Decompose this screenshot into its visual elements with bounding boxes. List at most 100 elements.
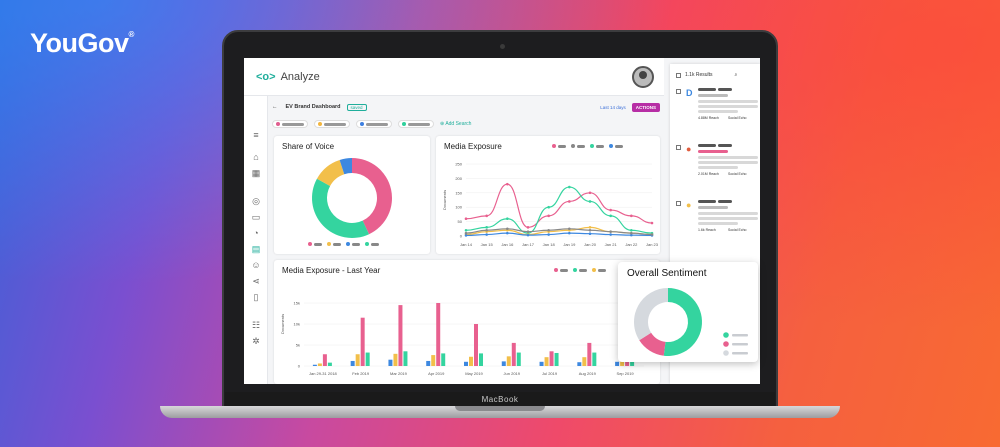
result-checkbox[interactable] — [676, 145, 681, 150]
sentiment-legend-dot — [723, 332, 729, 338]
dashboard-title: EV Brand Dashboard — [285, 104, 341, 110]
bar — [501, 361, 506, 366]
result-echo: Social Echo — [728, 172, 747, 176]
data-point — [526, 230, 530, 233]
document-icon[interactable]: ▯ — [253, 292, 259, 302]
bar — [464, 361, 468, 366]
bar — [322, 354, 327, 366]
media-exposure-legend — [552, 144, 623, 148]
gauge-icon[interactable]: ◔ — [253, 228, 259, 238]
source-logo-icon: D — [686, 88, 693, 98]
media-last-year-chart: 0 5k 10k 15k Documents Jan 29-31 2018 Feb 2019… — [280, 301, 644, 376]
data-point — [547, 228, 550, 232]
pie-slice-neutral — [634, 288, 668, 341]
grid-icon[interactable]: ▦ — [251, 168, 261, 178]
data-point — [568, 185, 571, 189]
bar — [582, 357, 587, 366]
data-point — [506, 231, 509, 235]
bar — [511, 342, 516, 366]
y-tick-label: 0 — [460, 234, 463, 239]
sentiment-legend-label — [732, 343, 748, 346]
analytics-icon[interactable]: ▤ — [251, 244, 261, 254]
x-tick-label: Sep 2019 — [617, 371, 635, 376]
y-axis-label: Documents — [442, 190, 447, 210]
result-item[interactable]: D 4.88M Reach Social Echo — [676, 88, 758, 138]
filter-pill[interactable] — [272, 120, 308, 128]
data-point — [568, 231, 571, 235]
data-point — [568, 200, 571, 203]
search-filters: ⊕ Add Search — [272, 118, 660, 130]
data-point — [506, 227, 509, 231]
data-point — [485, 226, 488, 229]
share-icon[interactable]: ⋖ — [252, 276, 260, 286]
x-tick-label: Jan 16 — [501, 242, 514, 247]
result-item[interactable]: ● 1.6k Reach Social Echo — [676, 200, 758, 250]
bar — [506, 356, 511, 366]
data-point — [609, 214, 612, 218]
inbox-icon[interactable]: ▭ — [251, 212, 261, 222]
color-dot — [402, 122, 406, 126]
menu-icon[interactable]: ≡ — [253, 130, 259, 140]
line-series — [465, 183, 653, 228]
avatar[interactable] — [632, 66, 654, 88]
users-icon[interactable]: ☺ — [251, 260, 261, 270]
laptop-notch — [455, 406, 545, 411]
bar — [549, 351, 554, 366]
filter-pill[interactable] — [398, 120, 434, 128]
filter-pill[interactable] — [356, 120, 392, 128]
x-tick-label: Mar 2019 — [390, 371, 408, 376]
data-point — [464, 217, 468, 221]
x-tick-label: Jan 19 — [563, 242, 576, 247]
x-tick-label: Jul 2019 — [542, 371, 558, 376]
y-tick-label: 200 — [455, 176, 462, 181]
bar — [317, 363, 322, 366]
data-point — [630, 214, 633, 218]
bar — [327, 362, 332, 366]
compass-icon[interactable]: ◎ — [252, 196, 260, 206]
bar — [469, 356, 473, 366]
filter-label — [324, 122, 346, 126]
bar — [544, 357, 549, 366]
x-tick-label: Aug 2019 — [579, 371, 597, 376]
pie-slice-positive — [663, 288, 702, 356]
media-last-year-title: Media Exposure - Last Year — [282, 266, 381, 275]
actions-button[interactable]: ACTIONS — [631, 102, 660, 112]
data-point — [526, 233, 530, 237]
date-range-select[interactable]: Last 14 days — [600, 104, 626, 110]
result-checkbox[interactable] — [676, 89, 681, 94]
gear-icon[interactable]: ✲ — [252, 336, 260, 346]
sentiment-legend-dot — [723, 341, 729, 347]
bar — [398, 305, 403, 366]
legend-item — [365, 242, 379, 246]
back-arrow-icon[interactable]: ← — [272, 104, 278, 110]
bar — [403, 351, 408, 366]
bar — [426, 360, 431, 366]
data-point — [547, 233, 550, 236]
results-count: 1.1k Results — [685, 72, 713, 78]
legend-item — [573, 268, 587, 272]
filter-pill[interactable] — [314, 120, 350, 128]
y-tick-label: 15k — [294, 301, 300, 306]
data-point — [547, 214, 550, 218]
x-tick-label: Jan 22 — [625, 242, 638, 247]
data-point — [485, 228, 488, 232]
add-search-button[interactable]: ⊕ Add Search — [440, 121, 472, 127]
x-tick-label: Jan 18 — [543, 242, 556, 247]
data-point — [526, 226, 530, 229]
result-checkbox[interactable] — [676, 201, 681, 206]
filter-settings-icon[interactable]: ☷ — [251, 320, 261, 330]
overall-sentiment-title: Overall Sentiment — [627, 268, 707, 279]
search-icon[interactable]: ⌕ — [734, 72, 738, 78]
color-dot — [318, 122, 322, 126]
select-all-checkbox[interactable] — [676, 72, 681, 78]
data-point — [650, 233, 654, 236]
pie-slice-yellow — [316, 159, 345, 186]
data-point — [630, 231, 633, 235]
y-tick-label: 150 — [455, 190, 462, 195]
result-item[interactable]: ● 2.01M Reach Social Echo — [676, 144, 758, 194]
color-dot — [276, 122, 280, 126]
home-icon[interactable]: ⌂ — [253, 152, 259, 162]
data-point — [588, 191, 592, 195]
bar — [587, 342, 592, 366]
app-logo[interactable]: <o> Analyze — [256, 71, 320, 83]
